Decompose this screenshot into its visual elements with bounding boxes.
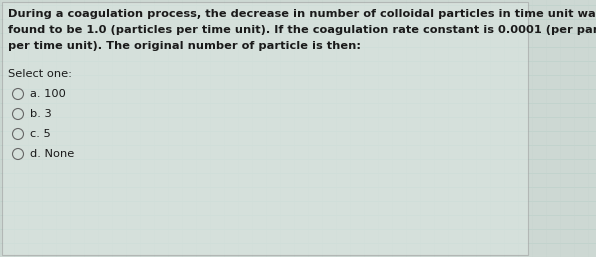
Text: c. 5: c. 5: [30, 129, 51, 139]
Text: During a coagulation process, the decrease in number of colloidal particles in t: During a coagulation process, the decrea…: [8, 9, 596, 19]
FancyBboxPatch shape: [2, 2, 528, 255]
Text: found to be 1.0 (particles per time unit). If the coagulation rate constant is 0: found to be 1.0 (particles per time unit…: [8, 25, 596, 35]
Text: Select one:: Select one:: [8, 69, 72, 79]
Text: a. 100: a. 100: [30, 89, 66, 99]
Text: d. None: d. None: [30, 149, 74, 159]
Text: per time unit). The original number of particle is then:: per time unit). The original number of p…: [8, 41, 361, 51]
Text: b. 3: b. 3: [30, 109, 52, 119]
